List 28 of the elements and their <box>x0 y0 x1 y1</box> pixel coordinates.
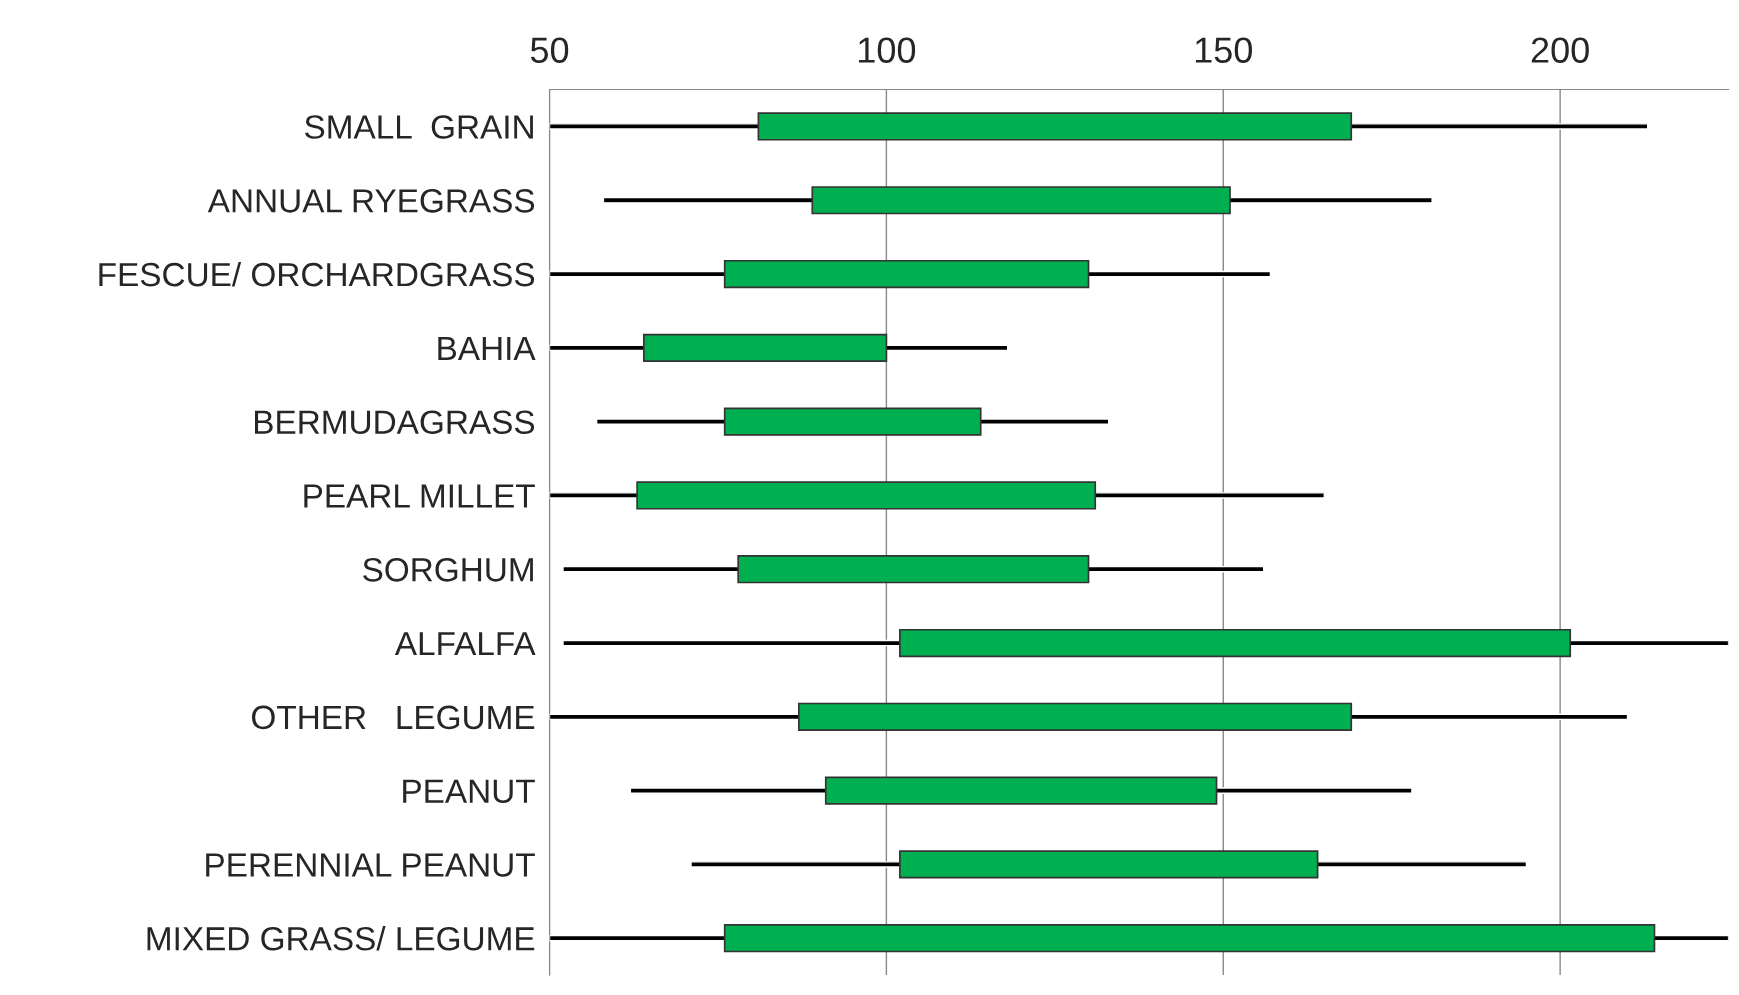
bar <box>723 259 1090 289</box>
y-tick-label: OTHER LEGUME <box>251 705 535 730</box>
bar <box>723 924 1656 953</box>
y-tick-label: SORGHUM <box>363 558 533 582</box>
x-tick-label: 200 <box>1531 37 1589 63</box>
y-tick-label: FESCUE/ ORCHARDGRASS <box>99 261 535 287</box>
y-tick-label: PERENNIAL PEANUT <box>206 853 535 877</box>
y-tick-label: PEANUT <box>403 779 535 804</box>
y-tick-label: BERMUDAGRASS <box>254 410 535 435</box>
y-tick-label: MIXED GRASS/ LEGUME <box>147 926 535 951</box>
y-tick-label: SMALL GRAIN <box>305 115 533 139</box>
bar <box>797 702 1353 731</box>
bar <box>636 481 1097 510</box>
x-tick-label: 100 <box>859 37 916 63</box>
y-tick-label: ALFALFA <box>394 632 536 656</box>
bar <box>757 112 1353 141</box>
x-tick-label: 150 <box>1195 37 1252 63</box>
x-tick-label: 50 <box>530 37 569 63</box>
y-tick-label: ANNUAL RYEGRASS <box>207 189 535 213</box>
bar <box>643 333 888 362</box>
bar <box>723 407 982 436</box>
y-tick-label: PEARL MILLET <box>304 484 535 508</box>
bar <box>899 628 1572 658</box>
bar <box>811 186 1231 215</box>
bar <box>737 555 1090 584</box>
bar <box>824 776 1218 805</box>
bar <box>899 850 1319 879</box>
y-tick-label: BAHIA <box>438 336 536 360</box>
